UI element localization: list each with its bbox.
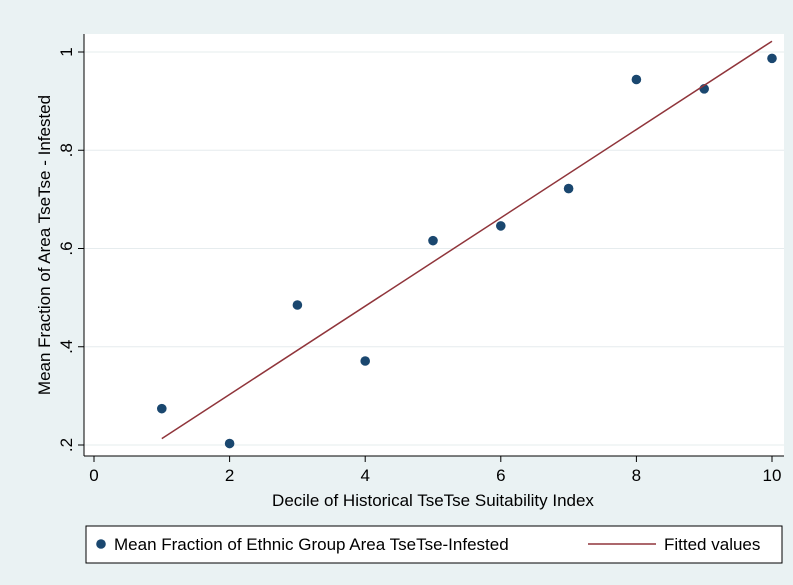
legend-label-line: Fitted values [664, 535, 760, 554]
grid-lines [84, 51, 784, 446]
x-axis-title: Decile of Historical TseTse Suitability … [272, 491, 594, 510]
x-tick-label: 10 [763, 466, 782, 485]
fitted-line [161, 40, 773, 440]
x-tick-label: 8 [632, 466, 641, 485]
x-tick-label: 4 [360, 466, 369, 485]
data-marks [157, 40, 777, 449]
scatter-point [631, 74, 642, 85]
scatter-point [224, 438, 235, 449]
scatter-point [157, 403, 167, 414]
x-tick-label: 6 [496, 466, 505, 485]
legend-marker-scatter [96, 539, 106, 549]
scatter-point [292, 300, 303, 310]
scatter-point [496, 221, 506, 231]
y-tick-label: .2 [57, 438, 76, 452]
y-tick-label: 1 [57, 47, 76, 56]
legend-label-scatter: Mean Fraction of Ethnic Group Area TseTs… [114, 535, 509, 554]
scatter-point [767, 53, 777, 64]
x-tick-label: 0 [89, 466, 98, 485]
y-tick-label: .6 [57, 241, 76, 255]
scatter-point [360, 356, 371, 366]
legend-box [85, 525, 783, 564]
scatter-point [563, 183, 574, 194]
axes: .2.4.6.810 2 4 6 8 10 [57, 34, 784, 485]
scatter-point [428, 235, 438, 246]
y-tick-label: .4 [57, 340, 76, 354]
y-axis-title: Mean Fraction of Area TseTse - Infested [35, 95, 54, 395]
y-tick-label: .8 [57, 143, 76, 157]
x-tick-label: 2 [225, 466, 234, 485]
